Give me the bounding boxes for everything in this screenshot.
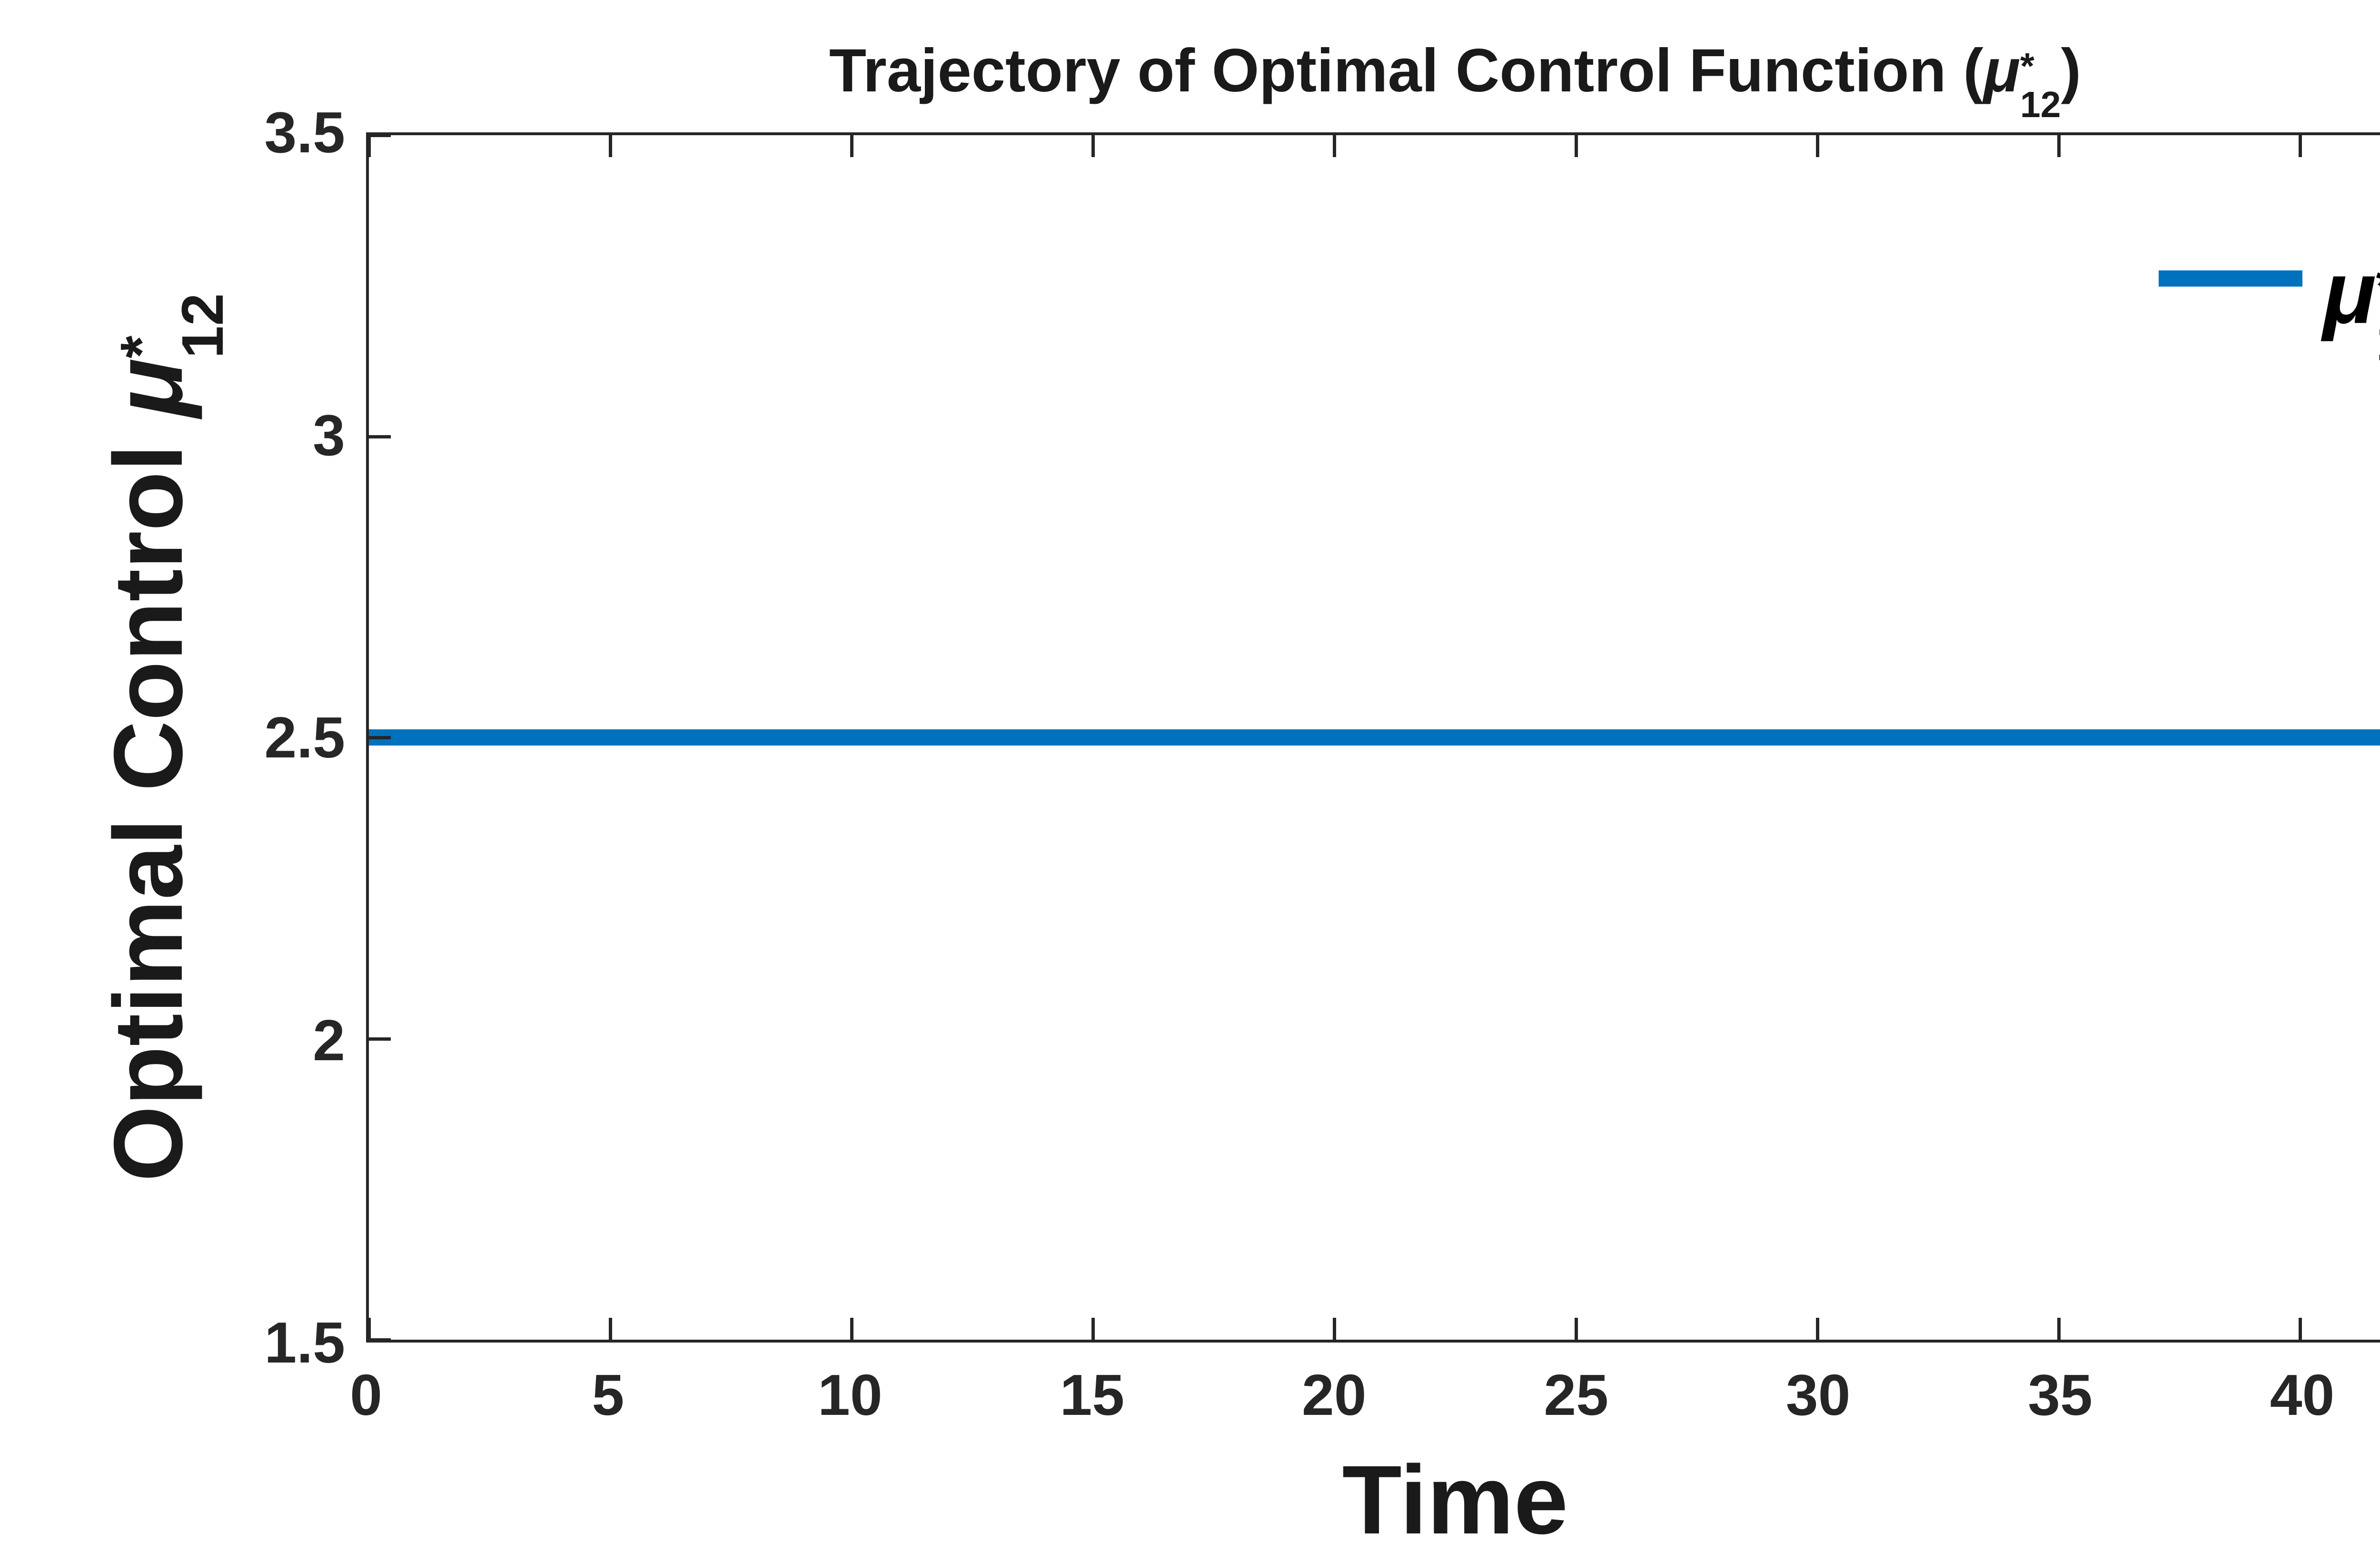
x-axis-label: Time bbox=[1342, 1445, 1568, 1552]
chart-title: Trajectory of Optimal Control Function (… bbox=[366, 39, 2380, 124]
x-tick-label: 40 bbox=[2270, 1363, 2335, 1427]
legend-supsub: *12 bbox=[2376, 259, 2380, 370]
y-tick-mark bbox=[369, 1338, 391, 1342]
x-tick-mark-top bbox=[367, 135, 371, 157]
x-tick-mark-top bbox=[1333, 135, 1337, 157]
x-tick-mark bbox=[1815, 1318, 1819, 1340]
chart-title-prefix: Trajectory of Optimal Control Function ( bbox=[829, 37, 1983, 105]
y-tick-mark bbox=[369, 736, 391, 739]
x-tick-mark-top bbox=[609, 135, 613, 157]
y-tick-label: 3.5 bbox=[264, 100, 345, 165]
chart-title-superscript: * bbox=[2020, 46, 2034, 87]
x-tick-label: 10 bbox=[818, 1363, 883, 1427]
x-tick-mark bbox=[2298, 1318, 2302, 1340]
legend-mu-symbol: μ bbox=[2323, 244, 2376, 342]
x-tick-label: 25 bbox=[1544, 1363, 1609, 1427]
x-tick-mark bbox=[1091, 1318, 1095, 1340]
x-tick-mark bbox=[1574, 1318, 1578, 1340]
y-tick-mark bbox=[369, 1037, 391, 1041]
legend-superscript: * bbox=[2376, 259, 2380, 315]
chart-title-subscript: 12 bbox=[2020, 84, 2061, 125]
x-tick-mark-top bbox=[2057, 135, 2061, 157]
y-tick-label: 3 bbox=[313, 402, 345, 468]
x-tick-mark-top bbox=[1574, 135, 1578, 157]
chart-title-supsub: * 12 bbox=[2020, 47, 2061, 124]
x-tick-label: 15 bbox=[1060, 1363, 1125, 1427]
x-tick-mark bbox=[367, 1318, 371, 1340]
chart-title-mu-symbol: μ bbox=[1983, 37, 2021, 105]
x-tick-mark bbox=[609, 1318, 613, 1340]
x-tick-label: 5 bbox=[592, 1363, 625, 1427]
x-tick-mark bbox=[2057, 1318, 2061, 1340]
legend-line-swatch bbox=[2159, 270, 2302, 287]
x-tick-mark-top bbox=[2298, 135, 2302, 157]
x-tick-mark-top bbox=[850, 135, 854, 157]
x-tick-label: 30 bbox=[1785, 1363, 1851, 1427]
chart-title-suffix: ) bbox=[2061, 37, 2082, 105]
y-axis-label-supsub: * 12 bbox=[109, 293, 236, 358]
y-tick-label: 1.5 bbox=[264, 1310, 345, 1375]
y-tick-mark bbox=[369, 134, 391, 137]
plot-area bbox=[366, 132, 2380, 1343]
x-tick-mark bbox=[1333, 1318, 1337, 1340]
y-tick-label: 2 bbox=[313, 1007, 345, 1073]
legend-entry-label: μ*12 bbox=[2323, 249, 2380, 369]
x-tick-mark-top bbox=[1815, 135, 1819, 157]
y-axis-label-superscript: * bbox=[109, 335, 174, 358]
y-tick-mark bbox=[369, 435, 391, 438]
series-line-mu12-star bbox=[369, 729, 2380, 746]
y-tick-label: 2.5 bbox=[264, 705, 345, 770]
x-tick-mark bbox=[850, 1318, 854, 1340]
x-tick-mark-top bbox=[1091, 135, 1095, 157]
y-axis-label-subscript: 12 bbox=[170, 293, 236, 358]
x-tick-label: 35 bbox=[2028, 1363, 2092, 1427]
x-tick-label: 0 bbox=[350, 1363, 382, 1427]
legend-subscript: 12 bbox=[2376, 314, 2380, 370]
x-tick-label: 20 bbox=[1301, 1363, 1367, 1427]
